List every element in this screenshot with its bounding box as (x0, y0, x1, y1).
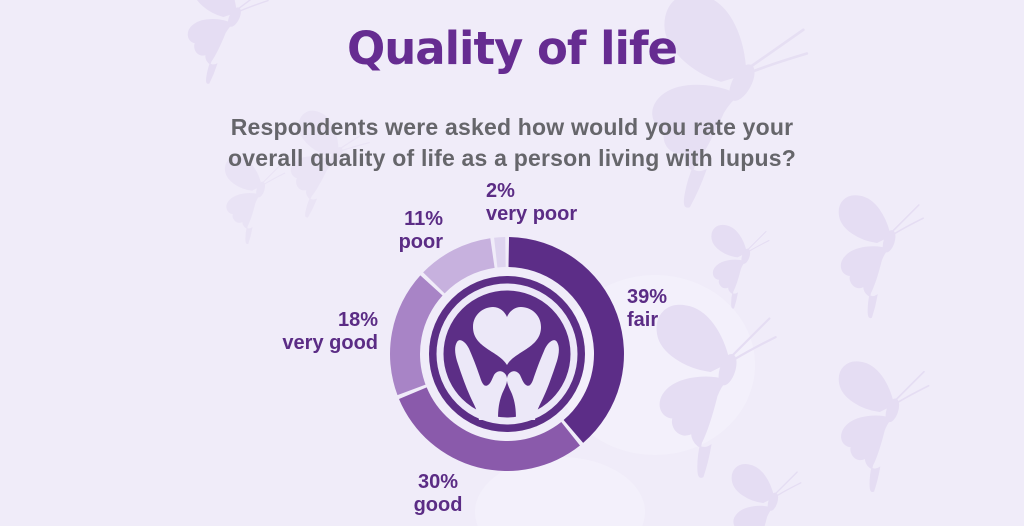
segment-label-very-good: 18% very good (282, 309, 378, 355)
donut-segment-good (398, 387, 580, 472)
segment-percent: 2% (486, 180, 515, 202)
segment-label-fair: 39% fair (627, 286, 667, 332)
segment-label-poor: 11% poor (399, 208, 443, 254)
survey-question-line1: Respondents were asked how would you rat… (230, 114, 794, 140)
segment-percent: 30% (417, 471, 459, 493)
segment-label-very-poor: 2% very poor (486, 180, 577, 226)
segment-name: very poor (486, 203, 578, 225)
soft-glow-shape (475, 457, 645, 526)
page-title: Quality of life (346, 22, 678, 75)
segment-percent: 11% (404, 208, 443, 230)
survey-question: Respondents were asked how would you rat… (0, 112, 1024, 174)
donut-segment-very-poor (494, 237, 506, 268)
hands-holding-heart-icon (455, 307, 559, 420)
segment-name: poor (398, 231, 443, 253)
segment-name: very good (282, 332, 378, 354)
donut-segment-very-good (389, 275, 443, 396)
donut-segment-poor (423, 238, 495, 294)
segment-label-good: 30% good (406, 471, 470, 517)
donut-chart-svg (389, 237, 624, 472)
segment-name: fair (627, 309, 659, 331)
segment-percent: 39% (627, 286, 668, 308)
donut-segment-fair (508, 237, 624, 443)
segment-name: good (413, 494, 463, 516)
survey-question-line2: overall quality of life as a person livi… (227, 145, 796, 171)
segment-percent: 18% (337, 309, 378, 331)
center-ring (436, 283, 578, 425)
